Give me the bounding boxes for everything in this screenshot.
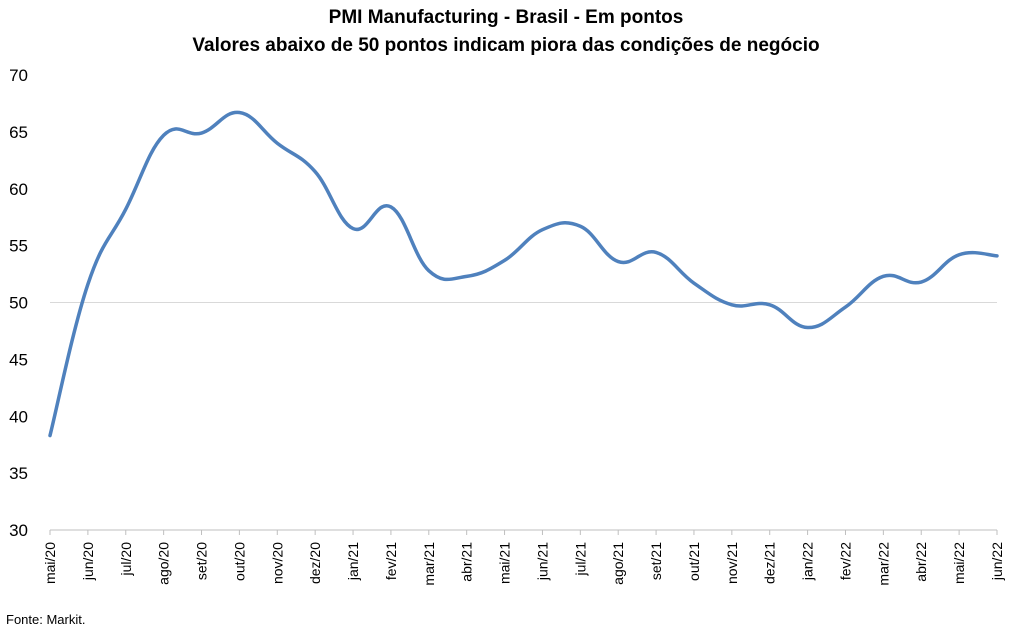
y-tick-label: 55 [9, 237, 28, 256]
y-tick-label: 60 [9, 180, 28, 199]
x-tick-label: dez/21 [762, 542, 778, 584]
x-tick-label: abr/21 [459, 542, 475, 582]
data-point [616, 260, 620, 264]
data-point [578, 224, 582, 228]
data-point [768, 303, 772, 307]
data-point [806, 326, 810, 330]
data-point [692, 281, 696, 285]
x-tick-label: set/21 [648, 542, 664, 580]
x-tick-label: mai/22 [951, 542, 967, 584]
data-point [654, 250, 658, 254]
data-point [200, 131, 204, 135]
data-point [427, 269, 431, 273]
data-point [48, 434, 52, 438]
chart-subtitle: Valores abaixo de 50 pontos indicam pior… [192, 35, 820, 56]
source-note: Fonte: Markit. [6, 612, 86, 627]
data-point [275, 141, 279, 145]
data-point [503, 258, 507, 262]
data-point [86, 282, 90, 286]
x-tick-label: jan/22 [800, 542, 816, 581]
data-point [465, 274, 469, 278]
data-point [919, 280, 923, 284]
x-tick-label: nov/21 [724, 542, 740, 584]
x-tick-label: fev/21 [383, 542, 399, 580]
data-point [540, 228, 544, 232]
data-point [237, 111, 241, 115]
x-tick-label: jun/22 [989, 542, 1005, 581]
pmi-series-line [48, 110, 999, 438]
x-tick-label: dez/20 [307, 542, 323, 584]
data-point [162, 133, 166, 137]
x-tick-label: jul/21 [572, 542, 588, 577]
x-tick-label: jul/20 [118, 542, 134, 577]
x-tick-label: jun/20 [80, 542, 96, 581]
chart-title: PMI Manufacturing - Brasil - Em pontos [328, 7, 684, 28]
data-point [730, 303, 734, 307]
data-point [313, 170, 317, 174]
data-point [124, 207, 128, 211]
y-tick-label: 35 [9, 464, 28, 483]
x-tick-label: jan/21 [345, 542, 361, 581]
data-point [389, 205, 393, 209]
x-tick-label: abr/22 [913, 542, 929, 582]
x-tick-label: mar/22 [875, 542, 891, 586]
data-point [351, 227, 355, 231]
y-tick-label: 45 [9, 350, 28, 369]
data-point [881, 274, 885, 278]
y-tick-label: 50 [9, 294, 28, 313]
y-tick-label: 40 [9, 407, 28, 426]
x-tick-label: ago/20 [156, 542, 172, 585]
x-tick-label: mar/21 [421, 542, 437, 586]
x-tick-label: out/21 [686, 542, 702, 581]
data-point [957, 253, 961, 257]
x-tick-label: jun/21 [534, 542, 550, 581]
x-tick-label: set/20 [194, 542, 210, 580]
y-tick-label: 30 [9, 521, 28, 540]
y-tick-label: 70 [9, 66, 28, 85]
x-tick-label: nov/20 [269, 542, 285, 584]
data-point [843, 305, 847, 309]
y-tick-label: 65 [9, 123, 28, 142]
x-tick-label: out/20 [231, 542, 247, 581]
x-tick-label: mai/21 [497, 542, 513, 584]
x-tick-label: mai/20 [42, 542, 58, 584]
x-tick-label: ago/21 [610, 542, 626, 585]
data-point [995, 254, 999, 258]
x-tick-label: fev/22 [837, 542, 853, 580]
